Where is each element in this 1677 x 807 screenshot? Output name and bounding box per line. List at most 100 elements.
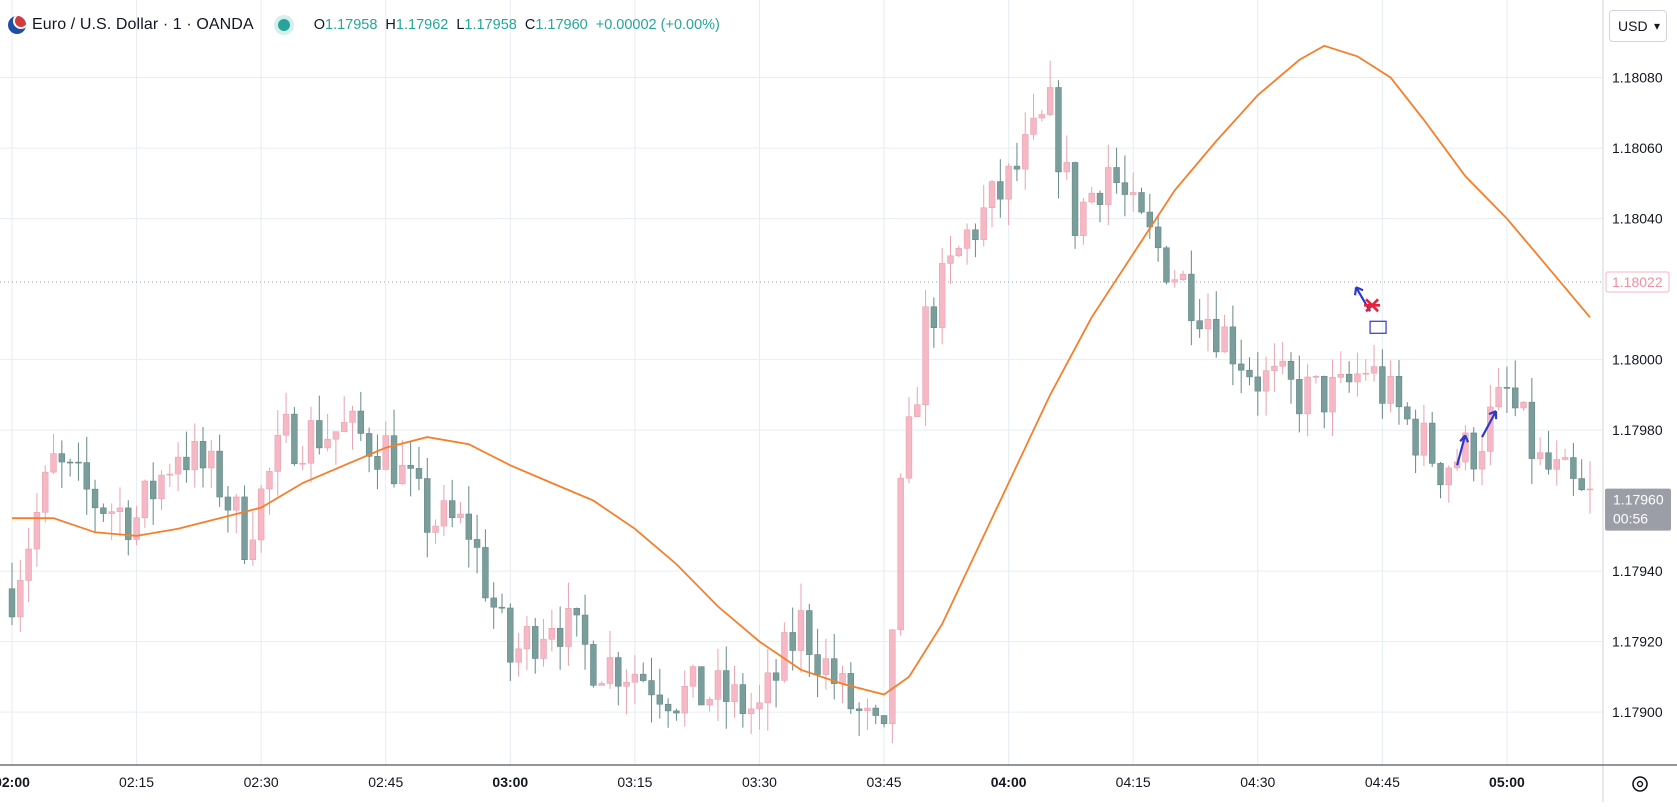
candle-body[interactable] [158, 474, 165, 500]
candle-body[interactable] [1428, 422, 1436, 464]
candle-body[interactable] [1121, 182, 1129, 195]
candle-body[interactable] [1221, 326, 1228, 353]
candle-body[interactable] [1022, 134, 1029, 170]
candle-body[interactable] [997, 181, 1004, 200]
candle-body[interactable] [17, 580, 24, 618]
candle-body[interactable] [257, 488, 265, 541]
candle-body[interactable] [623, 681, 630, 687]
candle-body[interactable] [938, 263, 946, 328]
candle-body[interactable] [465, 513, 472, 540]
candle-body[interactable] [764, 672, 771, 704]
candle-body[interactable] [1254, 376, 1261, 392]
candle-body[interactable] [1138, 192, 1145, 213]
candle-body[interactable] [166, 473, 174, 476]
candle-body[interactable] [714, 670, 722, 700]
candle-body[interactable] [1495, 387, 1502, 408]
candle-body[interactable] [1080, 201, 1087, 236]
candle-body[interactable] [880, 715, 888, 724]
candle-body[interactable] [141, 480, 149, 519]
candle-body[interactable] [789, 632, 796, 651]
candle-body[interactable] [723, 670, 730, 702]
candle-body[interactable] [1163, 247, 1170, 283]
candle-body[interactable] [1503, 387, 1511, 389]
candle-body[interactable] [125, 507, 132, 540]
candle-body[interactable] [673, 710, 680, 714]
currency-selector[interactable]: USD ▾ [1609, 10, 1667, 42]
candle-body[interactable] [108, 511, 115, 514]
candle-body[interactable] [963, 229, 971, 249]
candle-body[interactable] [922, 306, 929, 406]
candle-body[interactable] [208, 450, 215, 469]
candle-body[interactable] [581, 614, 589, 645]
candle-body[interactable] [1437, 463, 1444, 486]
candle-body[interactable] [1528, 401, 1536, 459]
candle-body[interactable] [1088, 192, 1095, 203]
annotation-cross[interactable] [1364, 298, 1381, 313]
candle-body[interactable] [1096, 192, 1104, 205]
candle-body[interactable] [590, 644, 597, 686]
candle-body[interactable] [731, 684, 738, 702]
candle-body[interactable] [806, 610, 813, 655]
candle-body[interactable] [1304, 376, 1311, 415]
candle-body[interactable] [598, 683, 605, 686]
candle-body[interactable] [1445, 467, 1453, 486]
candle-body[interactable] [1570, 457, 1577, 479]
candle-body[interactable] [814, 654, 821, 675]
candle-body[interactable] [1246, 369, 1253, 378]
candle-body[interactable] [1536, 452, 1544, 459]
candle-body[interactable] [656, 694, 664, 705]
candle-body[interactable] [1229, 326, 1237, 365]
candle-body[interactable] [1370, 366, 1378, 374]
candle-body[interactable] [1395, 375, 1403, 408]
candle-body[interactable] [415, 468, 423, 479]
candle-body[interactable] [191, 441, 198, 471]
candle-body[interactable] [249, 539, 257, 560]
candle-body[interactable] [988, 181, 996, 209]
candle-body[interactable] [291, 413, 298, 465]
candle-body[interactable] [855, 708, 863, 711]
candle-body[interactable] [523, 626, 531, 650]
candle-body[interactable] [498, 606, 506, 609]
candle-body[interactable] [224, 496, 232, 511]
annotation-arrow[interactable] [1456, 434, 1470, 466]
candle-body[interactable] [831, 658, 838, 684]
candle-body[interactable] [905, 416, 913, 479]
candle-body[interactable] [216, 450, 223, 498]
candle-body[interactable] [1354, 373, 1361, 383]
candle-body[interactable] [897, 477, 904, 631]
candle-body[interactable] [648, 680, 655, 696]
candle-body[interactable] [515, 648, 522, 663]
candle-body[interactable] [1578, 478, 1585, 491]
candle-body[interactable] [1296, 379, 1303, 415]
candle-body[interactable] [1329, 376, 1336, 413]
candle-body[interactable] [1179, 273, 1187, 280]
candle-body[interactable] [25, 548, 32, 581]
candle-body[interactable] [390, 435, 398, 485]
candle-body[interactable] [241, 496, 248, 560]
candle-body[interactable] [1038, 114, 1046, 119]
candle-body[interactable] [756, 702, 763, 710]
candle-body[interactable] [1005, 165, 1012, 200]
candle-body[interactable] [1271, 365, 1278, 371]
candle-body[interactable] [706, 699, 713, 706]
candle-body[interactable] [457, 513, 464, 519]
candle-body[interactable] [482, 547, 489, 599]
candle-body[interactable] [1561, 457, 1569, 460]
candle-body[interactable] [8, 588, 16, 618]
candle-body[interactable] [424, 478, 431, 533]
candle-body[interactable] [341, 422, 348, 433]
candle-body[interactable] [532, 626, 539, 659]
candle-body[interactable] [1262, 370, 1270, 392]
candle-body[interactable] [42, 471, 49, 513]
candle-body[interactable] [116, 507, 124, 512]
candle-body[interactable] [930, 306, 938, 328]
candle-body[interactable] [689, 666, 697, 687]
candle-body[interactable] [839, 673, 846, 684]
candle-body[interactable] [955, 248, 963, 257]
candle-body[interactable] [747, 708, 755, 714]
candle-body[interactable] [606, 657, 614, 684]
annotation-box[interactable] [1369, 320, 1387, 334]
candle-body[interactable] [307, 420, 315, 464]
candle-body[interactable] [1321, 375, 1328, 413]
